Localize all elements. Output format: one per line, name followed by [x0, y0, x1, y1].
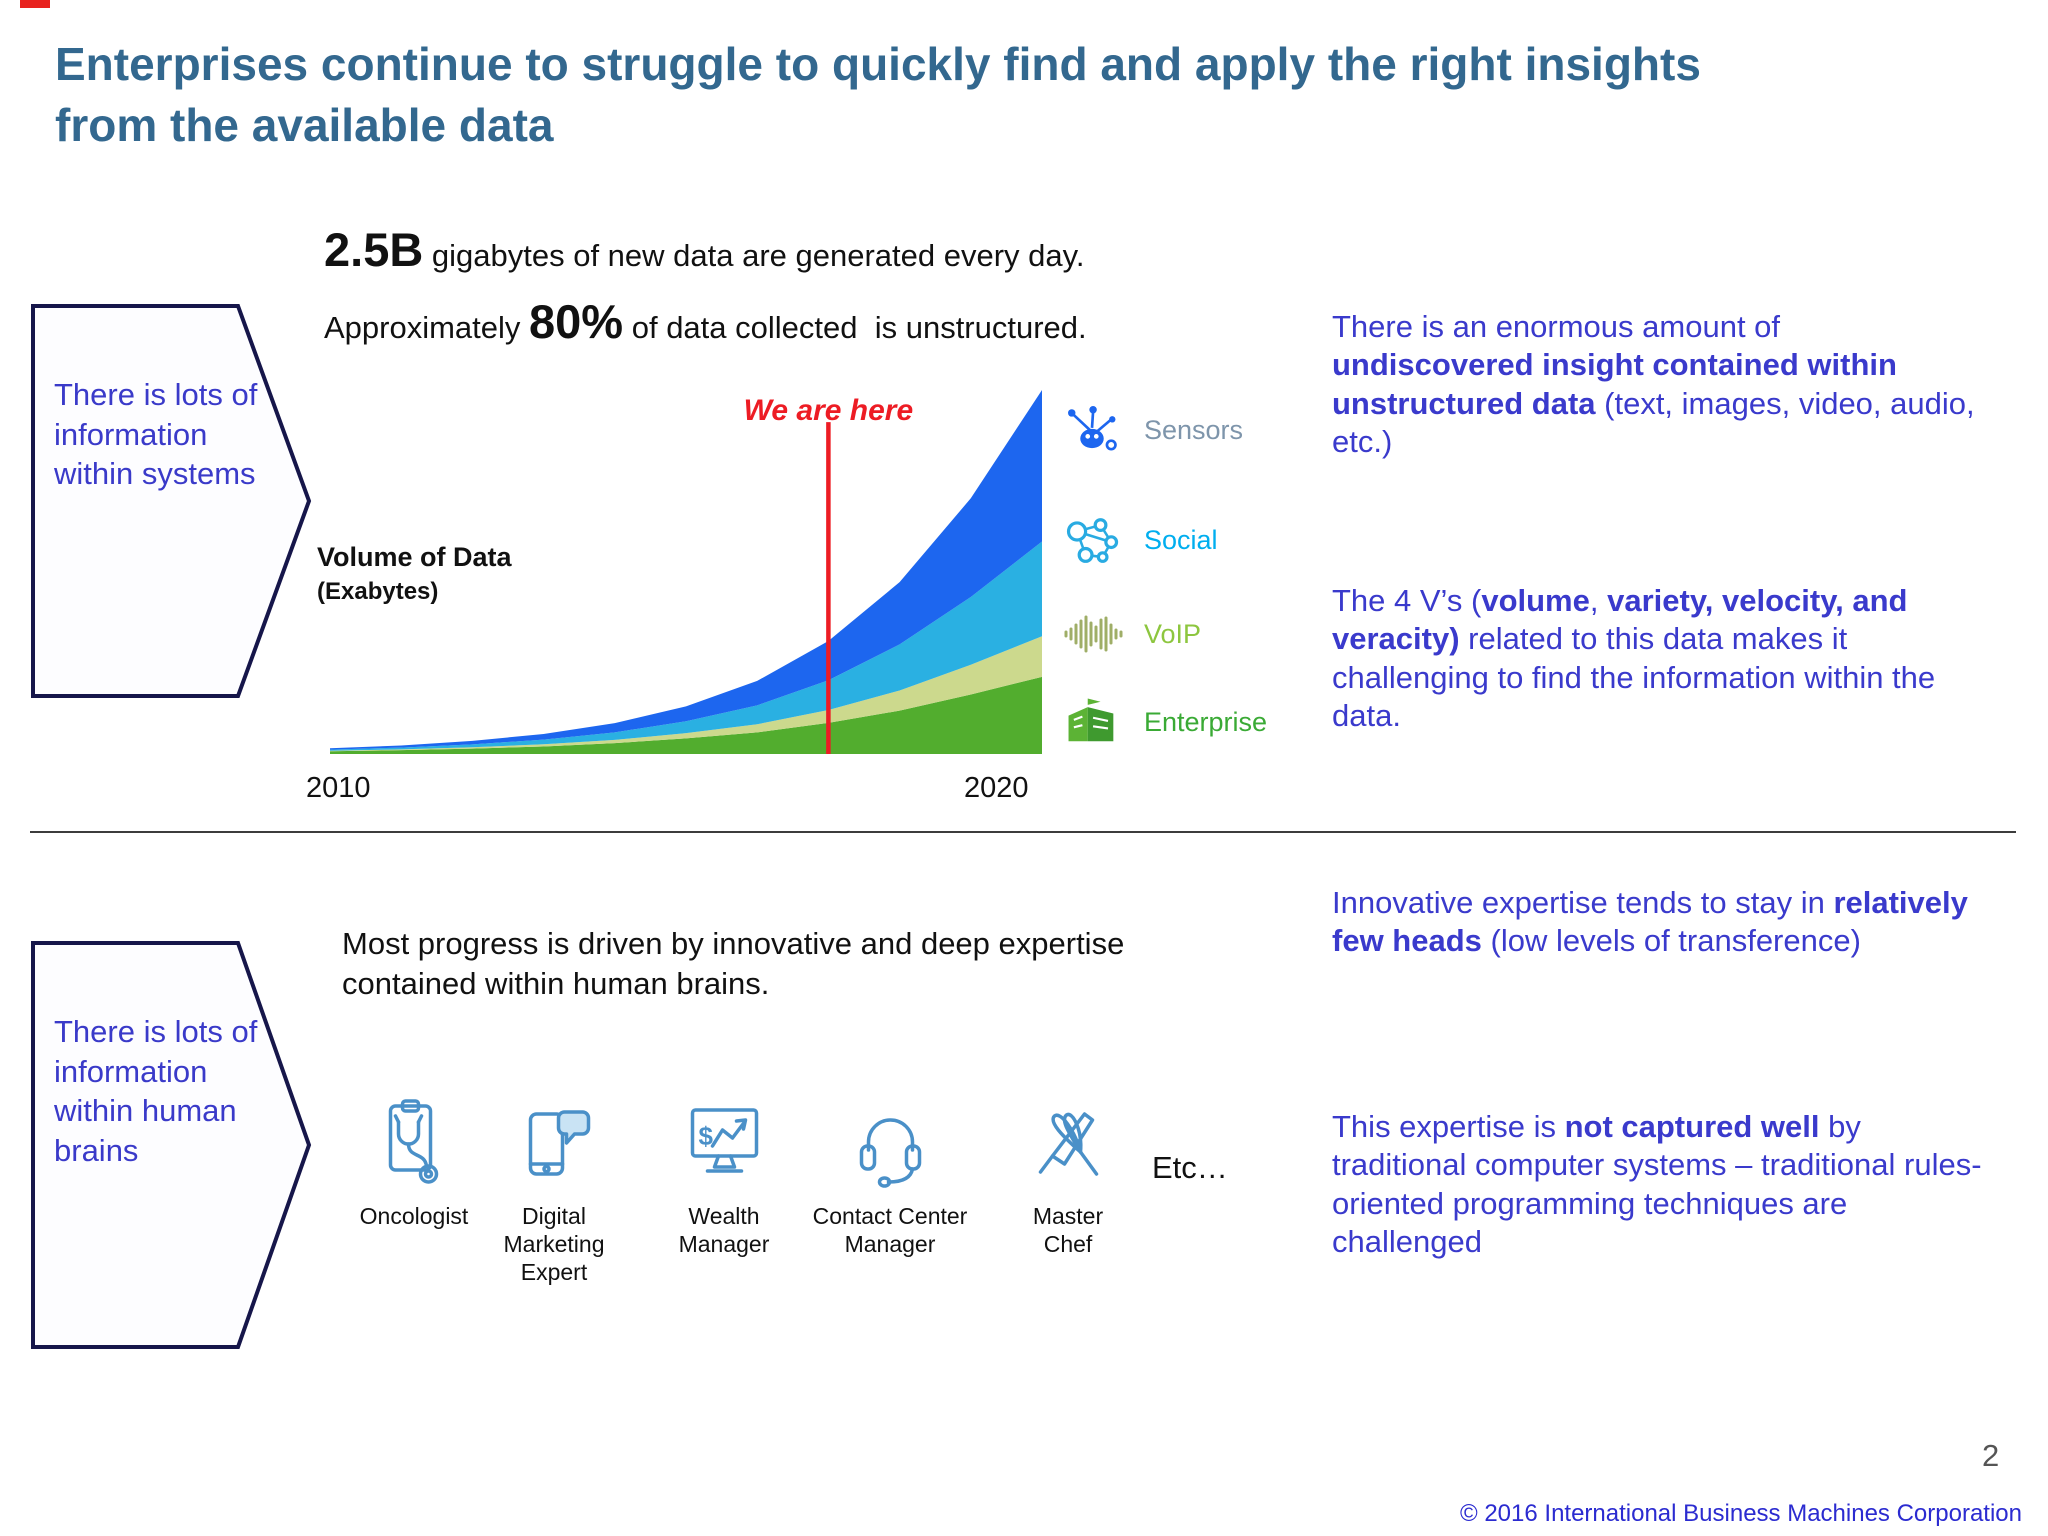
role-label: Oncologist: [359, 1203, 469, 1229]
callout-human-brains: There is lots of information within huma…: [30, 940, 312, 1350]
figure-oncologist: Oncologist: [339, 1094, 489, 1230]
paragraph-undiscovered-insight: There is an enormous amount of undiscove…: [1332, 309, 1975, 460]
callout-arrow-shape: [31, 304, 312, 698]
legend-label-sensors: Sensors: [1144, 414, 1244, 445]
contact-center-manager-icon: [859, 1118, 921, 1188]
page-number: 2: [1982, 1438, 2000, 1473]
legend-item-sensors: Sensors: [1060, 404, 1243, 456]
sensors-icon: [1068, 406, 1117, 451]
legend-item-social: Social: [1060, 514, 1218, 566]
copyright-notice: © 2016 International Business Machines C…: [1459, 1500, 2022, 1527]
section-divider: [30, 831, 2016, 833]
digital-marketing-expert-icon: [528, 1110, 590, 1176]
page-title: Enterprises continue to struggle to quic…: [55, 38, 1701, 151]
figure-master-chef: Master Chef: [1023, 1094, 1113, 1258]
legend-label-voip: VoIP: [1144, 618, 1202, 649]
volume-of-data-chart: [330, 390, 1042, 754]
callout-systems-text: There is lots of information within syst…: [54, 377, 258, 492]
corner-accent-mark: [20, 0, 50, 8]
callout-systems: There is lots of information within syst…: [30, 303, 312, 699]
paragraph-not-captured: This expertise is not captured well by t…: [1332, 1109, 1982, 1260]
paragraph-four-vs: The 4 V’s (volume, variety, velocity, an…: [1332, 583, 1936, 734]
wealth-manager-icon: $: [690, 1108, 758, 1173]
role-label: Contact Center Manager: [812, 1203, 968, 1258]
paragraph-few-heads: Innovative expertise tends to stay in re…: [1332, 885, 1968, 959]
stat-data-generated: 2.5B gigabytes of new data are generated…: [324, 223, 1085, 276]
chart-ylabel-line1: Volume of Data: [317, 542, 512, 572]
x-axis-tick-2020: 2020: [964, 772, 1029, 804]
stacked-area-chart: [330, 390, 1042, 754]
figure-digital-marketing-expert: Digital Marketing Expert: [494, 1094, 614, 1286]
legend-label-enterprise: Enterprise: [1144, 706, 1268, 737]
bottom-section-heading: Most progress is driven by innovative an…: [342, 926, 1125, 1002]
voip-waveform-icon: [1064, 615, 1123, 653]
oncologist-icon: [388, 1099, 438, 1184]
enterprise-building-icon: [1068, 698, 1114, 742]
role-label: Wealth Manager: [678, 1203, 770, 1258]
master-chef-icon: [1038, 1112, 1098, 1176]
callout-arrow-shape: [31, 941, 312, 1349]
legend-item-voip: VoIP: [1060, 608, 1201, 660]
figure-wealth-manager: $ Wealth Manager: [669, 1094, 779, 1258]
callout-brains-text: There is lots of information within huma…: [54, 1014, 258, 1169]
we-are-here-annotation: We are here: [743, 394, 914, 427]
legend-item-enterprise: Enterprise: [1060, 696, 1267, 748]
etc-label: Etc…: [1152, 1150, 1228, 1185]
legend-label-social: Social: [1144, 524, 1218, 555]
svg-text:$: $: [698, 1121, 713, 1151]
x-axis-tick-2010: 2010: [306, 772, 371, 804]
role-label: Digital Marketing Expert: [503, 1203, 605, 1286]
stat-unstructured: Approximately 80% of data collected is u…: [324, 295, 1087, 348]
role-label: Master Chef: [1032, 1203, 1104, 1258]
social-icon: [1066, 518, 1119, 563]
figure-contact-center-manager: Contact Center Manager: [805, 1094, 975, 1258]
chart-ylabel-line2: (Exabytes): [317, 578, 439, 605]
